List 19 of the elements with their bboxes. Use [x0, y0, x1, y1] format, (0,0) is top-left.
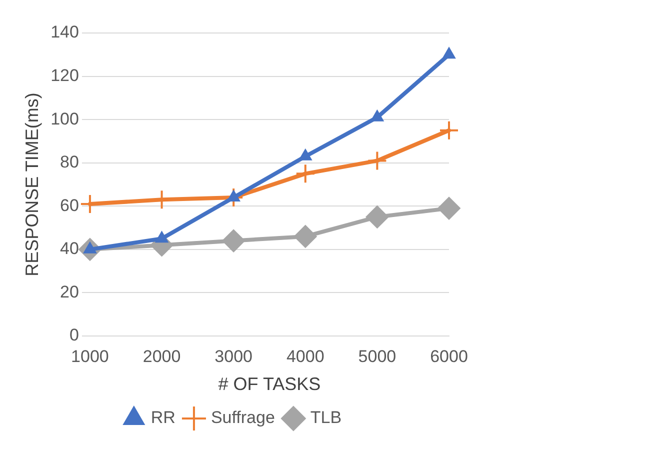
legend-label: TLB [310, 408, 342, 428]
y-tick-label: 20 [60, 282, 79, 302]
y-tick-label: 40 [60, 239, 79, 258]
legend-label: Suffrage [210, 408, 275, 428]
x-axis-title: # OF TASKS [218, 374, 321, 394]
y-tick-label: 100 [50, 109, 79, 128]
y-tick-label: 60 [60, 196, 79, 215]
y-tick-label: 140 [50, 22, 79, 42]
y-tick-label: 80 [60, 152, 79, 172]
y-tick-label: 0 [69, 326, 79, 345]
y-axis-title: RESPONSE TIME(ms) [22, 92, 42, 276]
x-tick-label: 1000 [71, 346, 109, 366]
x-tick-label: 2000 [142, 346, 181, 366]
y-tick-label: 120 [50, 66, 79, 85]
x-tick-label: 5000 [358, 346, 396, 366]
legend-label: RR [150, 408, 176, 428]
x-tick-label: 4000 [286, 346, 324, 366]
x-tick-label: 6000 [430, 346, 468, 366]
x-tick-label: 3000 [214, 346, 252, 366]
